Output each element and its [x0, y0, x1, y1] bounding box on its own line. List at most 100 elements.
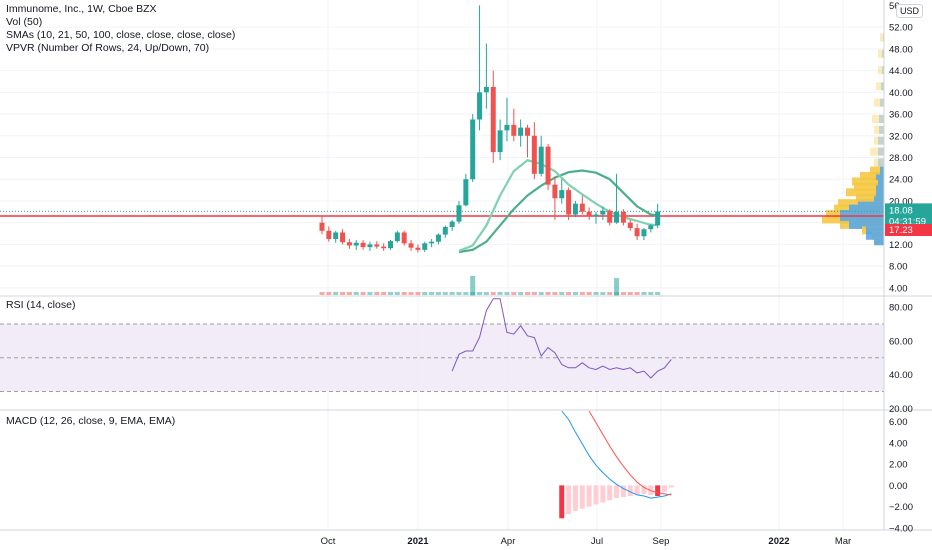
rsi-y-tick-label: 60.00	[889, 336, 913, 347]
candle-body[interactable]	[593, 214, 599, 217]
volume-bar	[408, 292, 414, 295]
candle-body[interactable]	[442, 227, 448, 235]
candle-body[interactable]	[463, 179, 469, 206]
signal-line[interactable]	[588, 410, 672, 496]
candle-body[interactable]	[634, 228, 640, 237]
candle-body[interactable]	[388, 241, 393, 249]
macd-y-tick-label: 0.00	[889, 481, 908, 492]
volume-profile-down-bar	[876, 188, 884, 197]
candle-body[interactable]	[600, 210, 606, 215]
y-tick-label: 48.00	[889, 44, 913, 55]
candle-body[interactable]	[586, 211, 592, 217]
volume-profile-down-bar	[876, 182, 884, 191]
x-tick-label: 2021	[407, 536, 429, 547]
candle-body[interactable]	[579, 203, 585, 212]
currency-badge[interactable]: USD	[896, 4, 924, 18]
candle-body[interactable]	[648, 225, 654, 230]
volume-profile-down-bar	[882, 49, 884, 58]
symbol-title[interactable]: Immunome, Inc., 1W, Cboe BZX	[6, 3, 157, 15]
candle-body[interactable]	[538, 146, 544, 174]
rsi-pane[interactable]	[0, 298, 884, 392]
candle-body[interactable]	[381, 246, 387, 249]
y-tick-label: 28.00	[889, 153, 913, 164]
rsi-y-tick-label: 80.00	[889, 303, 913, 314]
candle-body[interactable]	[655, 211, 661, 226]
volume-spike-bar	[614, 278, 620, 296]
candle-body[interactable]	[490, 86, 496, 153]
candle-body[interactable]	[394, 232, 400, 242]
vpvr-indicator-label[interactable]: VPVR (Number Of Rows, 24, Up/Down, 70)	[6, 42, 210, 54]
volume-bar	[422, 292, 428, 295]
volume-profile-up-bar	[854, 182, 884, 191]
candle-body[interactable]	[641, 229, 647, 237]
candle-body[interactable]	[449, 221, 455, 228]
candle-body[interactable]	[470, 119, 476, 180]
candle-body[interactable]	[545, 146, 551, 185]
volume-profile-up-bar	[874, 136, 884, 145]
volume-bar	[456, 292, 462, 295]
candle-body[interactable]	[333, 232, 339, 239]
candle-body[interactable]	[627, 222, 633, 229]
macd-indicator-label[interactable]: MACD (12, 26, close, 9, EMA, EMA)	[6, 415, 176, 427]
volume-indicator-label[interactable]: Vol (50)	[6, 16, 43, 28]
macd-legend[interactable]: MACD (12, 26, close, 9, EMA, EMA)	[6, 415, 175, 428]
rsi-indicator-label[interactable]: RSI (14, close)	[6, 299, 76, 311]
volume-bar	[319, 292, 325, 295]
volume-spike-bar	[470, 275, 476, 296]
candle-body[interactable]	[483, 86, 489, 93]
price-pane[interactable]	[0, 5, 884, 296]
sma-indicator-label[interactable]: SMAs (10, 21, 50, 100, close, close, clo…	[6, 29, 236, 41]
candle-body[interactable]	[504, 124, 510, 131]
candle-body[interactable]	[456, 205, 462, 222]
volume-profile-down-bar	[879, 114, 884, 123]
macd-histogram-bar	[579, 485, 585, 509]
candle-body[interactable]	[559, 190, 565, 199]
candle-body[interactable]	[319, 222, 325, 231]
candle-body[interactable]	[511, 124, 517, 136]
candle-body[interactable]	[566, 190, 572, 215]
candle-body[interactable]	[572, 203, 578, 215]
volume-profile-down-bar	[866, 231, 884, 240]
macd-histogram-bar	[566, 485, 572, 515]
macd-histogram-bar	[600, 485, 606, 503]
macd-pane[interactable]	[559, 410, 674, 519]
volume-bar	[607, 292, 613, 295]
candle-body[interactable]	[353, 242, 359, 246]
candle-body[interactable]	[422, 243, 428, 250]
candle-body[interactable]	[374, 244, 380, 247]
macd-histogram-bar	[662, 485, 667, 492]
candle-body[interactable]	[367, 244, 373, 248]
candle-body[interactable]	[408, 243, 414, 248]
sma-fast-line[interactable]	[458, 158, 658, 252]
candle-body[interactable]	[415, 247, 421, 250]
macd-line[interactable]	[561, 410, 672, 499]
candle-body[interactable]	[360, 242, 366, 248]
volume-profile-down-bar	[874, 193, 884, 202]
candle-body[interactable]	[525, 127, 530, 136]
candle-body[interactable]	[552, 184, 558, 199]
candle-body[interactable]	[346, 242, 352, 246]
candle-body[interactable]	[497, 130, 503, 153]
candle-body[interactable]	[477, 92, 483, 120]
rsi-line[interactable]	[451, 298, 672, 379]
main-legend[interactable]: Immunome, Inc., 1W, Cboe BZX Vol (50) SM…	[6, 3, 235, 55]
volume-profile-down-bar	[840, 215, 884, 224]
candle-body[interactable]	[429, 241, 435, 244]
candle-body[interactable]	[614, 211, 620, 223]
volume-profile-down-bar	[876, 172, 884, 181]
candle-body[interactable]	[531, 135, 537, 174]
sma-slow-line[interactable]	[458, 169, 658, 254]
candle-body[interactable]	[340, 232, 346, 243]
rsi-y-tick-label: 40.00	[889, 370, 913, 381]
candle-body[interactable]	[326, 230, 332, 239]
candle-body[interactable]	[620, 211, 626, 223]
rsi-legend[interactable]: RSI (14, close)	[6, 299, 75, 312]
candle-body[interactable]	[435, 234, 441, 242]
candle-body[interactable]	[518, 127, 524, 136]
candle-body[interactable]	[607, 210, 613, 223]
candle-body[interactable]	[401, 232, 407, 244]
volume-profile-down-bar	[878, 136, 884, 145]
